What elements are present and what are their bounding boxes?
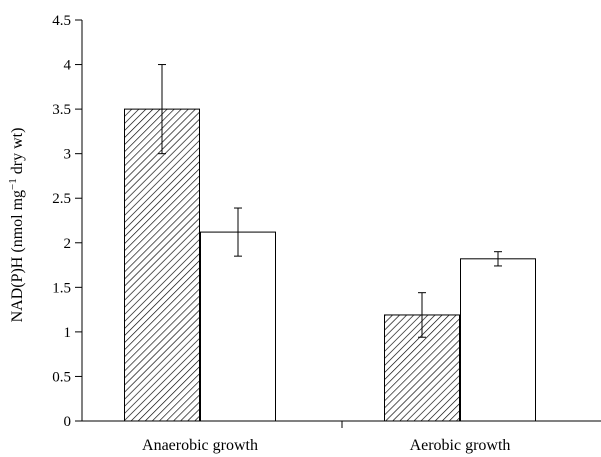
bar-hatched-0 [124, 108, 200, 422]
x-tick-label-1: Aerobic growth [410, 437, 511, 454]
y-tick-label-3: 1.5 [52, 280, 71, 296]
y-axis-label-tail: dry wt) [9, 128, 26, 179]
y-tick-label-6: 3 [64, 147, 72, 163]
y-tick-label-0: 0 [64, 414, 72, 430]
y-tick-label-4: 2 [64, 236, 72, 252]
x-tick-label-0: Anaerobic growth [142, 437, 258, 454]
bar-open-1 [460, 258, 536, 422]
error-bars [158, 64, 502, 338]
x-tick-labels: Anaerobic growth Aerobic growth [142, 421, 510, 454]
y-tick-label-7: 3.5 [52, 102, 71, 118]
y-tick-label-9: 4.5 [52, 13, 71, 29]
y-tick-label-5: 2.5 [52, 191, 71, 207]
y-tick-label-8: 4 [64, 58, 72, 74]
y-tick-label-1: 0.5 [52, 369, 71, 385]
y-axis-label-main: NAD(P)H (nmol mg [9, 190, 26, 322]
y-tick-label-2: 1 [64, 325, 72, 341]
bars [124, 108, 536, 422]
y-axis-label-superscript: −1 [7, 178, 19, 190]
bar-open-0 [200, 231, 276, 422]
y-axis-label: NAD(P)H (nmol mg−1 dry wt) [7, 128, 26, 323]
y-ticks: 0 0.5 1 1.5 2 2.5 3 3.5 4 4.5 [52, 13, 82, 430]
